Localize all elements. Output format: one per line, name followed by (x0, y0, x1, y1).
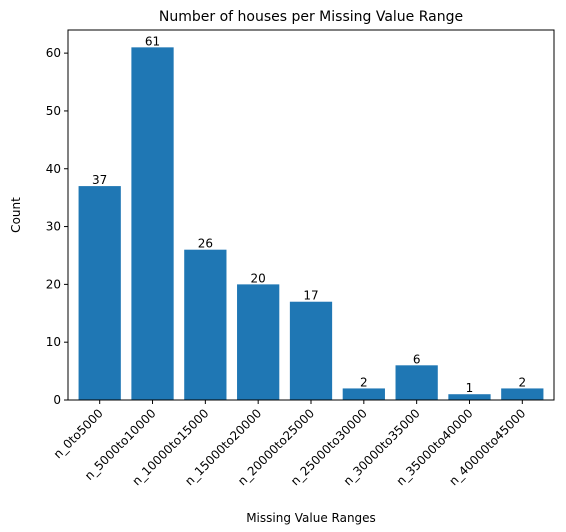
x-tick-label-n_0to5000: n_0to5000 (51, 406, 106, 461)
y-tick-label: 20 (46, 277, 61, 291)
bar-n_5000to10000 (131, 47, 174, 400)
y-tick-label: 30 (46, 220, 61, 234)
data-label-n_40000to45000: 2 (518, 375, 526, 389)
data-label-n_30000to35000: 6 (413, 352, 421, 366)
y-tick-label: 50 (46, 104, 61, 118)
y-tick-label: 10 (46, 335, 61, 349)
bar-n_30000to35000 (395, 365, 438, 400)
y-tick-label: 60 (46, 46, 61, 60)
bar-n_0to5000 (78, 186, 121, 400)
data-label-n_10000to15000: 26 (198, 237, 213, 251)
y-axis-label: Count (9, 197, 23, 233)
data-label-n_20000to25000: 17 (303, 289, 318, 303)
y-tick-label: 0 (53, 393, 61, 407)
bars-group (78, 47, 544, 400)
data-label-n_5000to10000: 61 (145, 34, 160, 48)
x-axis-ticks: n_0to5000n_5000to10000n_10000to15000n_15… (51, 400, 528, 488)
data-label-n_25000to30000: 2 (360, 375, 368, 389)
chart-title: Number of houses per Missing Value Range (159, 9, 463, 25)
y-axis-ticks: 0 10 20 30 40 50 60 (46, 46, 68, 407)
bar-n_20000to25000 (289, 301, 333, 400)
x-axis-label: Missing Value Ranges (246, 511, 376, 525)
bar-n_25000to30000 (342, 388, 385, 400)
bar-n_35000to40000 (448, 394, 491, 400)
bar-n_15000to20000 (237, 284, 280, 400)
plot-frame (67, 29, 555, 401)
data-label-n_35000to40000: 1 (466, 381, 474, 395)
data-label-n_0to5000: 37 (92, 173, 107, 187)
y-tick-label: 40 (46, 162, 61, 176)
bar-n_40000to45000 (501, 388, 544, 400)
data-label-n_15000to20000: 20 (251, 271, 266, 285)
bar-n_10000to15000 (184, 249, 227, 400)
